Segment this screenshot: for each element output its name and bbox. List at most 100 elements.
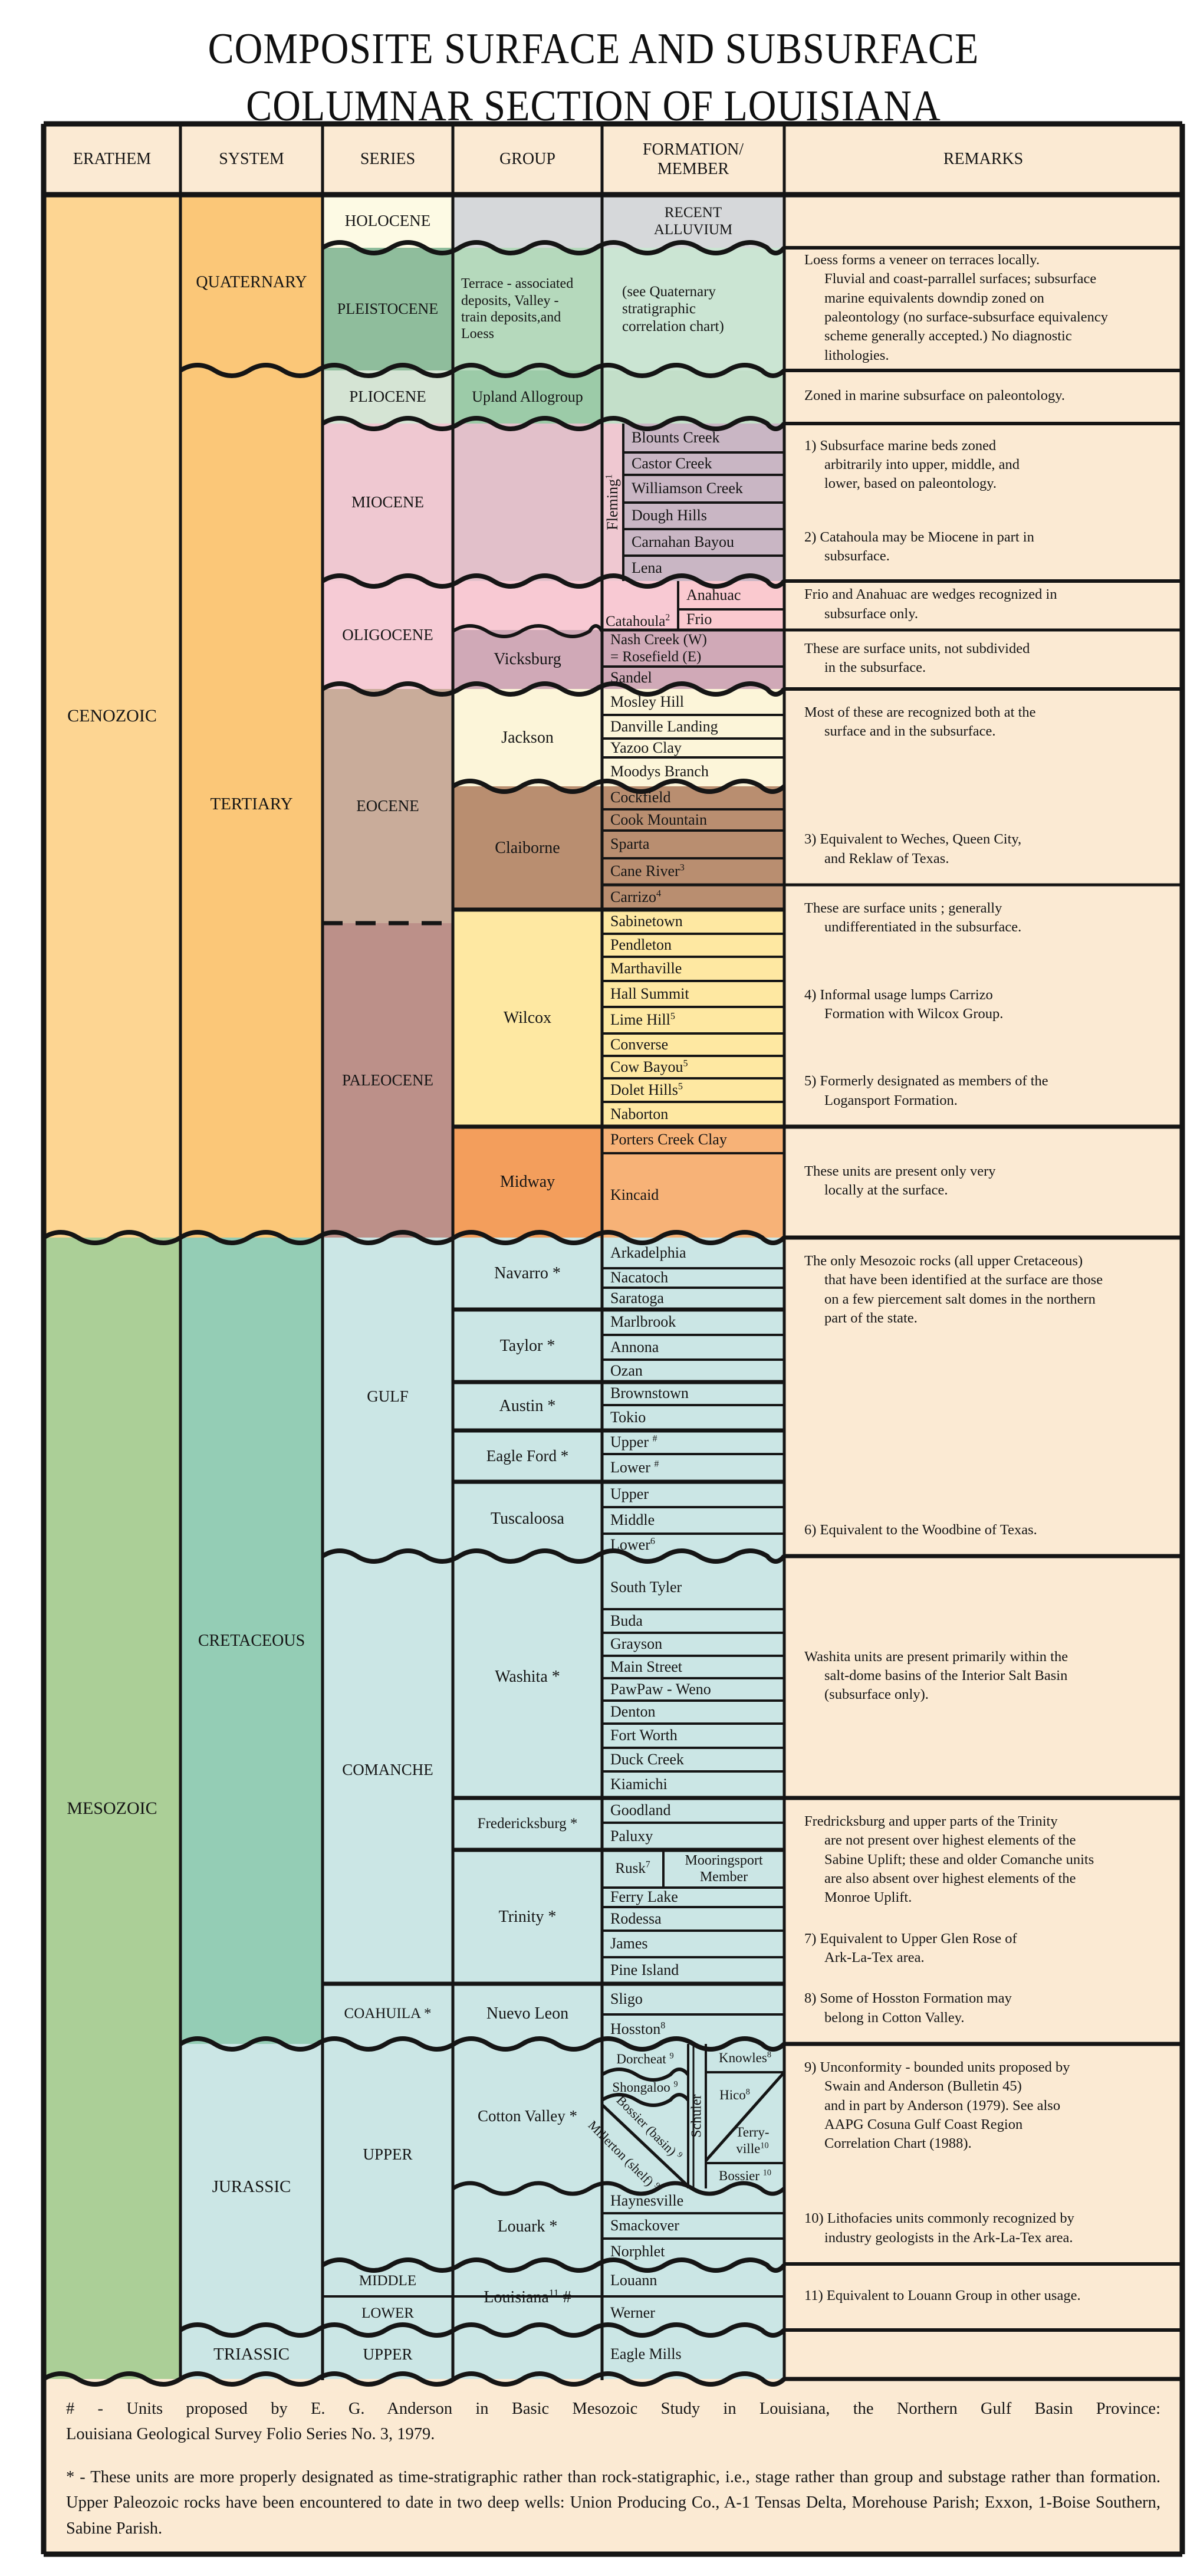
- label-text-m-rodessa: Rodessa: [610, 1909, 662, 1927]
- label-text-m-rusk: Rusk7: [615, 1859, 650, 1877]
- label-text-m-tuscaloosa-middle: Middle: [610, 1511, 655, 1529]
- label-series-pleistocene: PLEISTOCENE: [323, 248, 453, 370]
- remark-wilcox-item-1: These are surface units ; generally undi…: [804, 900, 1022, 936]
- rect-fm-pliocene: [602, 370, 784, 424]
- page-title: COMPOSITE SURFACE AND SUBSURFACE COLUMNA…: [0, 20, 1187, 135]
- label-m-carnahan-bayou: Carnahan Bayou: [623, 529, 793, 556]
- label-text-m-paluxy: Paluxy: [610, 1827, 653, 1845]
- remark-quaternary-item-1: Loess forms a veneer on terraces locally…: [804, 252, 1108, 363]
- label-header-erathem: ERATHEM: [44, 124, 180, 195]
- label-series-eocene: EOCENE: [323, 689, 453, 923]
- label-series-paleocene: PALEOCENE: [323, 923, 453, 1238]
- label-group-eagle-ford: Eagle Ford *: [453, 1430, 602, 1482]
- label-text-group-vicksburg: Vicksburg: [494, 650, 561, 669]
- label-text-m-shongaloo: Shongaloo 9: [612, 2079, 678, 2095]
- label-text-m-cane-river: Cane River3: [610, 862, 685, 880]
- label-series-comanche: COMANCHE: [323, 1556, 453, 1984]
- label-text-m-cockfield: Cockfield: [610, 789, 671, 806]
- label-m-saratoga: Saratoga: [602, 1288, 793, 1310]
- label-m-werner: Werner: [602, 2296, 793, 2330]
- rect-fm-claiborne: [602, 786, 784, 910]
- label-m-knowles: Knowles8: [706, 2044, 784, 2072]
- label-text-system-tertiary: TERTIARY: [210, 794, 293, 813]
- label-text-group-trinity: Trinity *: [498, 1907, 557, 1926]
- label-m-south-tyler: South Tyler: [602, 1566, 793, 1609]
- label-group-upland-allogroup: Upland Allogroup: [453, 370, 602, 424]
- label-text-m-eagle-ford-lower: Lower #: [610, 1459, 659, 1476]
- label-text-m-ozan: Ozan: [610, 1361, 643, 1379]
- remark-comanche-item-2: 7) Equivalent to Upper Glen Rose of Ark-…: [804, 1930, 1017, 1965]
- label-text-m-main-street: Main Street: [610, 1658, 683, 1675]
- label-text-m-hico: Hico8: [719, 2087, 750, 2102]
- label-text-m-annona: Annona: [610, 1338, 659, 1356]
- remark-pliocene: Zoned in marine subsurface on paleontolo…: [784, 370, 1182, 424]
- label-text-m-denton: Denton: [610, 1703, 656, 1721]
- label-series-holocene: HOLOCENE: [323, 195, 453, 248]
- label-text-m-james: James: [610, 1935, 648, 1952]
- label-text-series-pleistocene: PLEISTOCENE: [337, 300, 439, 317]
- label-text-m-dorcheat: Dorcheat 9: [616, 2051, 674, 2067]
- label-text-m-schuler: Schuler: [689, 2094, 705, 2138]
- remark-catahoula: Frio and Anahuac are wedges recognized i…: [784, 581, 1182, 630]
- label-text-m-saratoga: Saratoga: [610, 1289, 664, 1307]
- label-text-system-quaternary: QUATERNARY: [196, 273, 307, 292]
- label-series-lower: LOWER: [323, 2296, 453, 2330]
- label-text-group-taylor: Taylor *: [499, 1336, 555, 1355]
- footnote-hash: # - Units proposed by E. G. Anderson in …: [66, 2396, 1160, 2447]
- label-text-m-anahuac: Anahuac: [686, 586, 741, 603]
- label-header-series: SERIES: [323, 124, 453, 195]
- label-m-duck-creek: Duck Creek: [602, 1748, 793, 1771]
- rect-group-vicksburg: [453, 630, 602, 689]
- label-fm-recent-alluvium: RECENT ALLUVIUM: [602, 195, 784, 248]
- label-m-denton: Denton: [602, 1701, 793, 1724]
- label-text-m-mooringsport: Mooringsport Member: [685, 1852, 763, 1885]
- remark-wilcox-item-2: 4) Informal usage lumps Carrizo Formatio…: [804, 986, 1004, 1022]
- label-text-header-remarks: REMARKS: [943, 150, 1024, 169]
- rect-group-terrace: [453, 248, 602, 370]
- remark-louisiana: 11) Equivalent to Louann Group in other …: [784, 2264, 1182, 2330]
- remark-jurassic: 9) Unconformity - bounded units proposed…: [784, 2044, 1182, 2264]
- label-m-annona: Annona: [602, 1335, 793, 1360]
- label-text-group-austin: Austin *: [499, 1397, 556, 1416]
- label-text-fm-see-quaternary: (see Quaternary stratigraphic correlatio…: [622, 283, 724, 334]
- label-m-schuler: Schuler: [688, 2044, 706, 2188]
- label-group-taylor: Taylor *: [453, 1310, 602, 1382]
- label-text-m-eagle-ford-upper: Upper #: [610, 1433, 657, 1451]
- label-group-wilcox: Wilcox: [453, 910, 602, 1127]
- label-text-series-comanche: COMANCHE: [342, 1760, 433, 1778]
- label-text-m-knowles: Knowles8: [719, 2050, 771, 2066]
- label-m-naborton: Naborton: [602, 1102, 793, 1127]
- label-text-system-triassic: TRIASSIC: [213, 2345, 290, 2364]
- label-m-cook-mountain: Cook Mountain: [602, 809, 793, 831]
- remark-washita-item-1: Washita units are present primarily with…: [804, 1648, 1068, 1703]
- remark-louisiana-item-1: 11) Equivalent to Louann Group in other …: [804, 2287, 1081, 2303]
- label-system-jurassic: JURASSIC: [180, 2044, 323, 2330]
- label-m-arkadelphia: Arkadelphia: [602, 1238, 793, 1268]
- label-text-series-middle: MIDDLE: [359, 2272, 417, 2289]
- label-m-sabinetown: Sabinetown: [602, 910, 793, 934]
- label-text-m-norphlet: Norphlet: [610, 2243, 665, 2260]
- label-m-brownstown: Brownstown: [602, 1382, 793, 1405]
- label-m-millerton-shelf: Millerton (shelf) 9: [586, 2118, 662, 2190]
- remark-jurassic-item-2: 10) Lithofacies units commonly recognize…: [804, 2210, 1074, 2246]
- label-text-series-oligocene: OLIGOCENE: [342, 625, 433, 644]
- label-text-m-yazoo-clay: Yazoo Clay: [610, 739, 682, 756]
- label-text-m-eagle-mills: Eagle Mills: [610, 2345, 682, 2363]
- label-fm-see-quaternary: (see Quaternary stratigraphic correlatio…: [602, 248, 804, 370]
- label-series-upper-triassic: UPPER: [323, 2330, 453, 2379]
- label-m-cow-bayou: Cow Bayou5: [602, 1056, 793, 1078]
- label-text-m-buda: Buda: [610, 1612, 643, 1629]
- label-text-m-kiamichi: Kiamichi: [610, 1776, 668, 1793]
- label-text-m-sabinetown: Sabinetown: [610, 913, 683, 930]
- label-m-carrizo: Carrizo4: [602, 885, 793, 910]
- label-m-ozan: Ozan: [602, 1360, 793, 1382]
- label-m-kiamichi: Kiamichi: [602, 1771, 793, 1798]
- label-m-cane-river: Cane River3: [602, 858, 793, 885]
- label-text-group-midway: Midway: [499, 1173, 555, 1192]
- label-m-marlbrook: Marlbrook: [602, 1310, 793, 1335]
- label-text-m-werner: Werner: [610, 2304, 655, 2322]
- label-text-m-cow-bayou: Cow Bayou5: [610, 1058, 688, 1075]
- rect-group-wilcox: [453, 910, 602, 1127]
- label-group-washita: Washita *: [453, 1556, 602, 1798]
- label-m-rusk: Rusk7: [602, 1850, 663, 1888]
